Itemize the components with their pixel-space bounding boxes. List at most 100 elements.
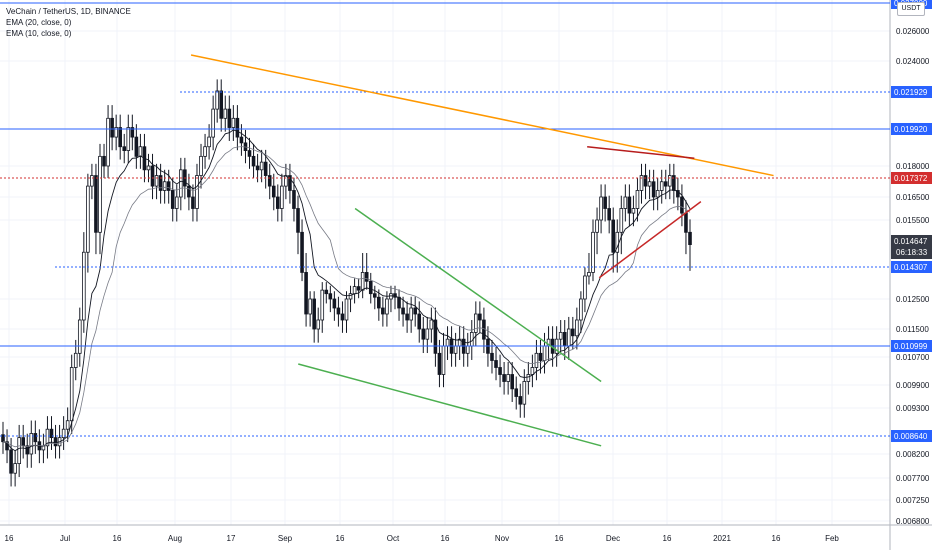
candle-body-4 <box>17 437 21 464</box>
candle-body-70 <box>284 175 288 187</box>
x-tick-label-14: 16 <box>772 534 781 543</box>
candle-body-50 <box>203 146 207 157</box>
candle-body-149 <box>603 196 607 209</box>
candle-body-156 <box>631 208 636 214</box>
candle-body-83 <box>336 307 341 315</box>
trendline-resistance-orange <box>190 54 774 177</box>
candle-body-127 <box>514 388 519 397</box>
candle-body-132 <box>534 352 539 368</box>
candle-body-81 <box>328 293 333 300</box>
candle-body-54 <box>219 90 224 119</box>
candle-body-123 <box>498 367 502 375</box>
candle-body-40 <box>162 181 167 191</box>
candle-body-21 <box>86 185 90 253</box>
level-label-2: 0.019920 <box>894 125 928 134</box>
candle-body-170 <box>688 231 692 245</box>
candle-body-89 <box>360 272 365 291</box>
candle-body-6 <box>25 445 30 455</box>
countdown-label: 06:18:33 <box>896 248 928 257</box>
x-tick-label-11: Dec <box>606 534 620 543</box>
current-price-tag <box>891 235 932 259</box>
candle-body-126 <box>510 374 514 390</box>
candle-body-16 <box>65 420 70 430</box>
candle-body-98 <box>397 296 401 309</box>
candle-body-146 <box>591 231 595 273</box>
candle-body-39 <box>158 175 163 191</box>
candle-body-52 <box>211 108 215 138</box>
candle-body-139 <box>562 331 567 347</box>
candle-body-124 <box>502 374 506 382</box>
candle-body-128 <box>518 396 523 405</box>
candle-body-82 <box>332 298 337 309</box>
candle-body-18 <box>73 352 78 368</box>
y-tick-label-12: 0.007250 <box>896 496 930 505</box>
candle-body-11 <box>45 428 50 447</box>
candle-body-87 <box>352 286 357 295</box>
candle-body-43 <box>174 196 179 209</box>
candles <box>1 79 692 487</box>
candle-body-105 <box>425 328 430 340</box>
currency-badge[interactable]: USDT <box>897 2 925 16</box>
x-tick-label-10: 16 <box>555 534 564 543</box>
candle-body-22 <box>90 175 94 187</box>
candle-body-48 <box>195 175 199 209</box>
candle-body-7 <box>29 433 34 455</box>
candle-body-134 <box>542 345 547 361</box>
candle-body-42 <box>170 190 175 209</box>
candle-body-61 <box>247 150 252 157</box>
candle-body-99 <box>401 307 405 315</box>
ema10-line <box>2 129 691 452</box>
candle-body-15 <box>61 428 66 439</box>
candle-body-159 <box>643 175 648 187</box>
candle-body-141 <box>571 328 575 337</box>
candle-body-150 <box>607 208 611 221</box>
level-tag-1 <box>891 86 932 98</box>
candle-body-91 <box>368 280 373 295</box>
candle-body-144 <box>583 275 587 300</box>
candle-body-13 <box>53 437 58 447</box>
candle-body-67 <box>271 185 276 198</box>
x-tick-label-13: 2021 <box>713 534 731 543</box>
candle-body-90 <box>364 272 369 282</box>
level-label-4: 0.014307 <box>894 263 928 272</box>
candle-body-115 <box>465 345 470 354</box>
candle-body-140 <box>566 328 571 347</box>
candle-body-163 <box>659 181 664 191</box>
trendline-rising-wedge-lower <box>598 200 702 279</box>
candle-body-26 <box>106 117 110 167</box>
x-tick-label-1: Jul <box>60 534 70 543</box>
candle-body-2 <box>9 449 13 474</box>
candle-body-53 <box>215 90 219 110</box>
x-tick-label-8: 16 <box>441 534 450 543</box>
candle-body-72 <box>292 190 296 209</box>
candle-body-103 <box>417 313 422 330</box>
candle-body-117 <box>474 313 478 333</box>
candle-body-125 <box>506 374 510 382</box>
y-tick-label-1: 0.024000 <box>896 57 930 66</box>
candle-body-112 <box>453 345 458 354</box>
candle-body-133 <box>538 352 543 361</box>
candle-body-155 <box>627 196 632 214</box>
candle-body-152 <box>615 231 620 253</box>
level-label-3: 0.017372 <box>894 174 928 183</box>
candle-body-169 <box>684 212 688 233</box>
x-tick-label-4: 17 <box>227 534 236 543</box>
candle-body-104 <box>421 328 426 340</box>
y-tick-label-5: 0.012500 <box>896 295 930 304</box>
candle-body-100 <box>405 313 409 321</box>
candle-body-47 <box>191 196 195 209</box>
candle-body-108 <box>437 352 442 375</box>
ema20-line <box>2 146 691 448</box>
candle-body-165 <box>667 175 672 187</box>
candle-body-85 <box>344 298 349 321</box>
x-tick-label-6: 16 <box>336 534 345 543</box>
candle-body-38 <box>154 175 159 187</box>
y-tick-label-4: 0.015500 <box>896 216 930 225</box>
y-tick-label-8: 0.009900 <box>896 381 930 390</box>
candle-body-57 <box>231 117 236 128</box>
candle-body-46 <box>187 185 191 198</box>
candle-body-3 <box>13 463 17 474</box>
candle-body-17 <box>69 367 74 422</box>
candle-body-76 <box>308 298 312 315</box>
